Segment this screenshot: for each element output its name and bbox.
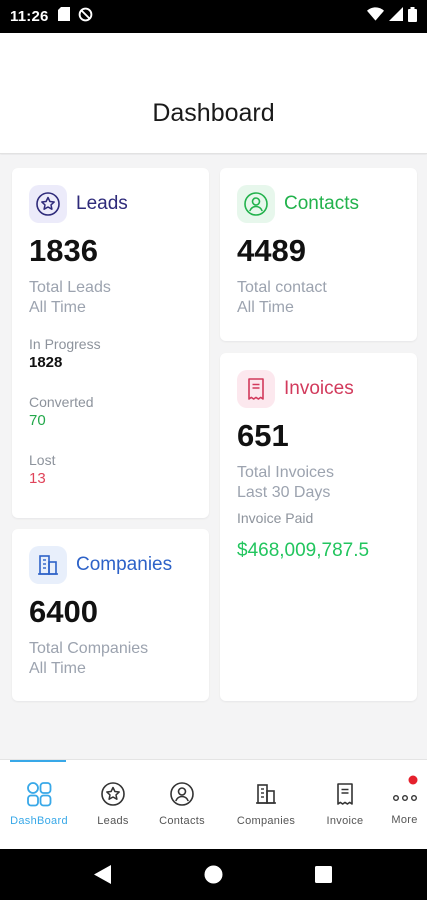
nav-label: Invoice <box>326 815 364 827</box>
nav-item-dashboard[interactable]: DashBoard <box>0 760 78 850</box>
nav-label: Companies <box>236 815 296 827</box>
invoice-paid-value: $468,009,787.5 <box>237 540 370 562</box>
companies-card[interactable]: Companies 6400 Total Companies All Time <box>12 529 209 701</box>
nav-item-contacts[interactable]: Contacts <box>150 760 214 850</box>
nav-item-invoice[interactable]: Invoice <box>316 760 374 850</box>
dashboard-content: Leads 1836 Total Leads All Time In Progr… <box>0 155 427 759</box>
contacts-count: 4489 <box>237 233 306 268</box>
invoices-count: 651 <box>237 418 289 453</box>
leads-card-label: Leads <box>76 193 128 214</box>
stat-label: Lost <box>29 452 56 469</box>
leads-subtitle: Total Leads <box>29 279 111 297</box>
wifi-icon <box>367 7 384 26</box>
app-bar: Dashboard <box>0 33 427 154</box>
leads-stat-in-progress: In Progress 1828 <box>29 335 209 373</box>
nav-label: More <box>391 814 418 826</box>
leads-count: 1836 <box>29 233 98 268</box>
sd-card-icon <box>57 7 70 26</box>
contacts-card[interactable]: Contacts 4489 Total contact All Time <box>220 168 417 341</box>
stat-label: Converted <box>29 394 94 411</box>
contact-icon <box>169 780 195 808</box>
building-icon <box>29 546 67 584</box>
star-badge-icon <box>100 780 126 808</box>
back-icon[interactable] <box>94 865 112 889</box>
companies-card-label: Companies <box>76 554 173 575</box>
nav-item-companies[interactable]: Companies <box>228 760 304 850</box>
stat-value: 70 <box>29 412 46 430</box>
recents-icon[interactable] <box>315 866 332 888</box>
star-badge-icon <box>29 185 67 223</box>
invoices-period: Last 30 Days <box>237 484 331 502</box>
stat-label: In Progress <box>29 336 101 353</box>
notification-dot <box>408 775 417 785</box>
invoices-card[interactable]: Invoices 651 Total Invoices Last 30 Days… <box>220 353 417 701</box>
companies-count: 6400 <box>29 594 98 629</box>
stat-value: 1828 <box>29 354 63 372</box>
building-icon <box>253 780 279 808</box>
nav-item-more[interactable]: More <box>382 760 427 850</box>
nav-label: Leads <box>97 815 129 827</box>
leads-stat-converted: Converted 70 <box>29 393 209 431</box>
home-icon[interactable] <box>204 865 223 889</box>
contact-icon <box>237 185 275 223</box>
nav-label: Contacts <box>159 815 205 827</box>
bottom-navigation: DashBoard Leads Contacts <box>0 759 427 849</box>
leads-card[interactable]: Leads 1836 Total Leads All Time In Progr… <box>12 168 209 518</box>
invoices-subtitle: Total Invoices <box>237 464 334 482</box>
nav-item-leads[interactable]: Leads <box>82 760 144 850</box>
contacts-period: All Time <box>237 299 294 317</box>
companies-subtitle: Total Companies <box>29 640 149 658</box>
dashboard-grid-icon <box>25 780 53 808</box>
leads-period: All Time <box>29 299 86 317</box>
invoice-paid-label: Invoice Paid <box>237 510 314 527</box>
page-title: Dashboard <box>152 99 275 127</box>
battery-icon <box>408 6 417 27</box>
system-navigation-bar <box>0 849 427 900</box>
invoices-card-label: Invoices <box>284 378 354 399</box>
contacts-subtitle: Total contact <box>237 279 327 297</box>
nav-label: DashBoard <box>10 815 68 827</box>
status-time: 11:26 <box>10 8 49 25</box>
companies-period: All Time <box>29 660 86 678</box>
stat-value: 13 <box>29 470 46 488</box>
signal-icon <box>389 7 403 26</box>
do-not-disturb-icon <box>78 7 93 27</box>
invoice-icon <box>332 780 358 808</box>
invoice-icon <box>237 370 275 408</box>
leads-stat-lost: Lost 13 <box>29 451 209 489</box>
contacts-card-label: Contacts <box>284 193 359 214</box>
active-tab-indicator <box>10 760 66 762</box>
more-dots-icon <box>391 774 419 808</box>
status-bar: 11:26 <box>0 0 427 33</box>
